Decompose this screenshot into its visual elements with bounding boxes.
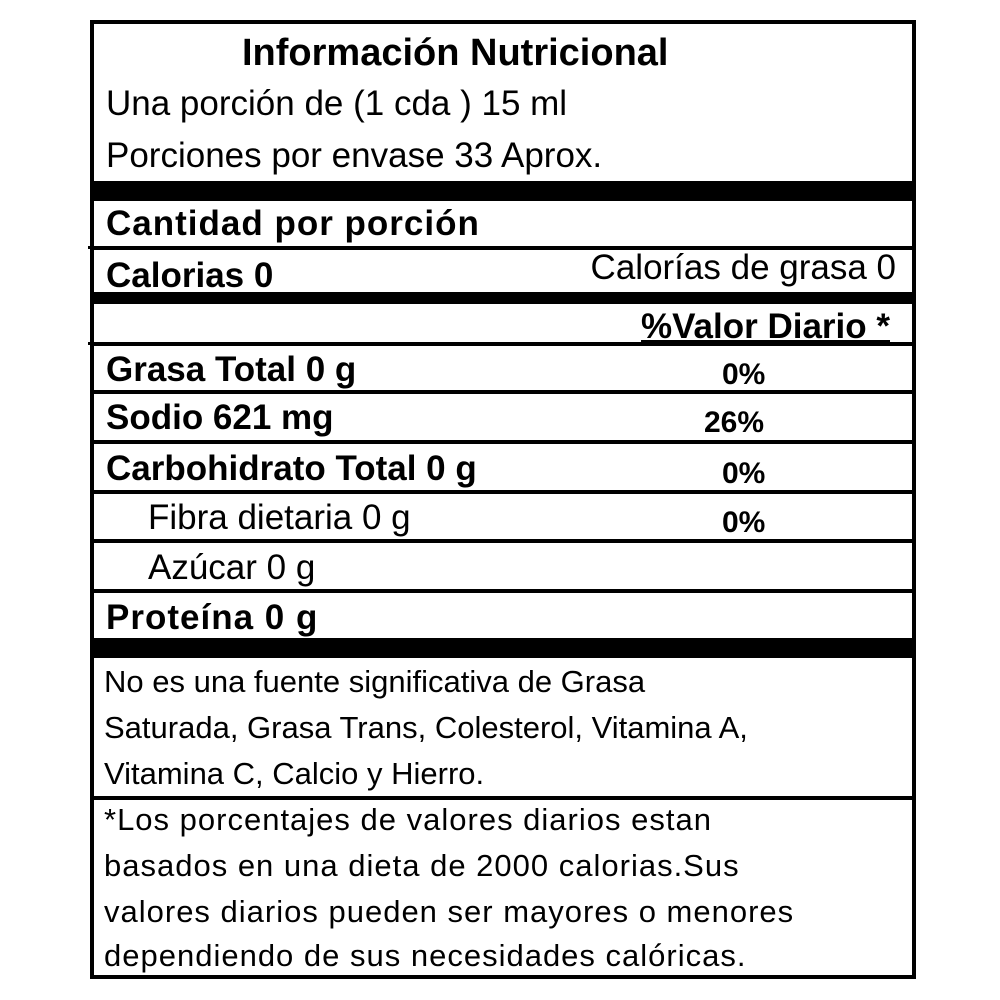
divider (94, 440, 912, 444)
thick-divider (94, 292, 912, 304)
nutrient-fat: Grasa Total 0 g (106, 350, 357, 389)
label-title: Información Nutricional (242, 32, 669, 74)
serving-size: Una porción de (1 cda ) 15 ml (106, 84, 568, 123)
calories: Calorias 0 (106, 256, 274, 295)
divider (94, 796, 912, 800)
dv-fiber: 0% (722, 506, 766, 539)
nutrient-fiber: Fibra dietaria 0 g (148, 498, 411, 537)
divider (94, 490, 912, 494)
divider (94, 589, 912, 593)
nutrient-sugar: Azúcar 0 g (148, 548, 316, 587)
dv-carbs: 0% (722, 457, 766, 490)
divider (94, 390, 912, 394)
footnote-line-4: dependiendo de sus necesidades calóricas… (104, 938, 747, 973)
footnote-line-3: valores diarios pueden ser mayores o men… (104, 894, 795, 929)
nutrition-facts-label: Información Nutricional Una porción de (… (88, 20, 916, 979)
divider (88, 246, 912, 250)
divider (88, 342, 912, 346)
daily-value-header: %Valor Diario * (641, 307, 890, 346)
nutrient-carbs: Carbohidrato Total 0 g (106, 449, 477, 488)
dv-fat: 0% (722, 358, 766, 391)
footnote-line-1: *Los porcentajes de valores diarios esta… (104, 802, 712, 837)
amount-per-serving: Cantidad por porción (106, 204, 480, 243)
not-significant-line-2: Saturada, Grasa Trans, Colesterol, Vitam… (104, 710, 748, 745)
footnote-line-2: basados en una dieta de 2000 calorias.Su… (104, 848, 740, 883)
thick-divider (94, 638, 912, 658)
not-significant-line-3: Vitamina C, Calcio y Hierro. (104, 756, 485, 791)
divider (94, 539, 912, 543)
thick-divider (94, 181, 912, 201)
calories-from-fat: Calorías de grasa 0 (590, 248, 896, 287)
nutrient-protein: Proteína 0 g (106, 598, 319, 637)
servings-per-container: Porciones por envase 33 Aprox. (106, 136, 603, 175)
dv-sodium: 26% (704, 406, 765, 439)
nutrient-sodium: Sodio 621 mg (106, 398, 334, 437)
not-significant-line-1: No es una fuente significativa de Grasa (104, 664, 646, 699)
